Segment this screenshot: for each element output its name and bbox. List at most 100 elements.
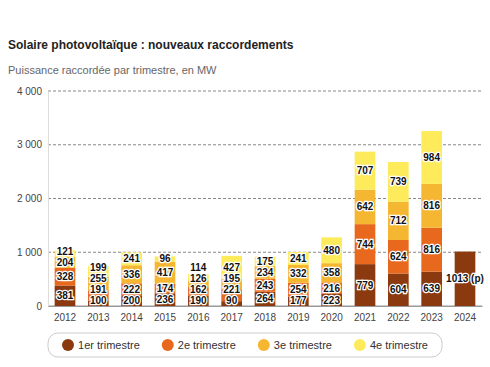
y-tick: 0 (36, 301, 48, 312)
bar (55, 257, 76, 268)
x-tick: 2012 (54, 306, 77, 323)
bar (321, 263, 342, 282)
legend: 1er trimestre 2e trimestre 3e trimestre 4e … (48, 333, 442, 357)
bar (388, 240, 409, 274)
data-label: 241 (290, 253, 307, 264)
legend-label: 2e trimestre (178, 339, 236, 351)
data-label: 332 (290, 268, 307, 279)
data-label: 639 (423, 283, 440, 294)
x-tick-label: 2020 (321, 312, 344, 323)
legend-label: 3e trimestre (274, 339, 332, 351)
legend-label: 4e trimestre (370, 339, 428, 351)
x-tick-label: 2012 (54, 312, 77, 323)
x-tick-label: 2024 (454, 312, 477, 323)
data-label: 222 (123, 284, 140, 295)
y-tick: 3 000 (17, 139, 48, 150)
x-tick: 2015 (154, 306, 177, 323)
y-axis: 0 1 000 2 000 3 000 4 000 (17, 86, 49, 312)
x-tick: 2024 (454, 306, 477, 323)
bar (388, 202, 409, 240)
bar (321, 282, 342, 294)
bar (288, 252, 309, 265)
data-label: 200 (123, 295, 140, 306)
x-tick: 2023 (421, 306, 444, 323)
subtitle: Puissance raccordée par trimestre, en MW (8, 64, 217, 76)
data-label: 234 (257, 267, 274, 278)
bar (388, 162, 409, 202)
data-label: 114 (190, 262, 207, 273)
data-label: 480 (323, 245, 340, 256)
data-label: 328 (57, 271, 74, 282)
x-tick-label: 2021 (354, 312, 377, 323)
grid-line (48, 91, 482, 92)
legend-marker (354, 339, 366, 351)
data-label: 204 (57, 257, 74, 268)
y-tick-label: 1 000 (17, 247, 42, 258)
data-label: 175 (257, 256, 274, 267)
bar (255, 266, 276, 279)
data-label: 779 (357, 280, 374, 291)
y-tick: 2 000 (17, 193, 48, 204)
bar (355, 264, 376, 306)
data-label: 816 (423, 200, 440, 211)
data-label: 174 (157, 283, 174, 294)
bar (255, 292, 276, 306)
data-label: 712 (390, 215, 407, 226)
data-label: 236 (157, 294, 174, 305)
y-tick-label: 4 000 (17, 86, 42, 97)
data-label: 381 (57, 290, 74, 301)
x-tick: 2021 (354, 306, 377, 323)
series (55, 131, 442, 280)
bar (421, 272, 442, 306)
plot: 01 0002 0003 0004 0002012201320142015201… (17, 86, 484, 323)
x-tick-label: 2015 (154, 312, 177, 323)
x-tick-label: 2016 (187, 312, 210, 323)
bar (355, 224, 376, 264)
data-label: 358 (323, 267, 340, 278)
y-tick-label: 3 000 (17, 139, 42, 150)
series (55, 224, 442, 301)
legend-item: 2e trimestre (162, 339, 236, 351)
data-label: 126 (190, 273, 207, 284)
bar (421, 131, 442, 184)
x-tick-label: 2018 (254, 312, 277, 323)
legend-item: 1er trimestre (62, 339, 140, 351)
data-label: 221 (223, 284, 240, 295)
bar (55, 286, 76, 306)
bar (421, 184, 442, 228)
data-label: 336 (123, 269, 140, 280)
x-tick-label: 2023 (421, 312, 444, 323)
x-axis: 2012201320142015201620172018201920202021… (49, 306, 483, 323)
y-tick: 4 000 (17, 86, 48, 97)
legend-item: 3e trimestre (258, 339, 332, 351)
grid-line (48, 252, 482, 253)
y-tick-label: 0 (36, 301, 42, 312)
data-label: 121 (57, 246, 74, 257)
legend-box (48, 333, 442, 357)
data-label: 199 (90, 262, 107, 273)
x-axis-line (49, 306, 483, 307)
data-label: 604 (390, 284, 407, 295)
data-label: 254 (290, 284, 307, 295)
legend-label: 1er trimestre (78, 339, 140, 351)
bar (121, 252, 142, 265)
legend-item: 4e trimestre (354, 339, 428, 351)
bars (55, 131, 476, 306)
data-label: 216 (323, 283, 340, 294)
title: Solaire photovoltaïque : nouveaux raccor… (8, 38, 294, 52)
grid-line (48, 198, 482, 199)
data-labels: 3813282041211001912551992002223362412361… (57, 152, 484, 306)
data-label: 984 (423, 152, 440, 163)
bar (155, 284, 176, 293)
bar (321, 294, 342, 306)
data-label: 642 (357, 201, 374, 212)
data-label: 816 (423, 244, 440, 255)
bar (255, 279, 276, 292)
data-label: 255 (90, 273, 107, 284)
x-tick: 2020 (321, 306, 344, 323)
x-tick: 2013 (87, 306, 110, 323)
data-label: 1013 (p) (446, 273, 484, 284)
legend-marker (162, 339, 174, 351)
bar (55, 268, 76, 286)
data-label: 195 (223, 273, 240, 284)
